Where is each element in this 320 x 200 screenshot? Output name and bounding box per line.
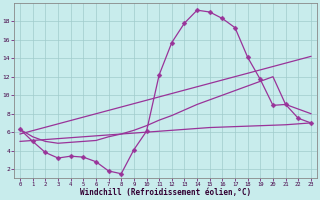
X-axis label: Windchill (Refroidissement éolien,°C): Windchill (Refroidissement éolien,°C) <box>80 188 251 197</box>
